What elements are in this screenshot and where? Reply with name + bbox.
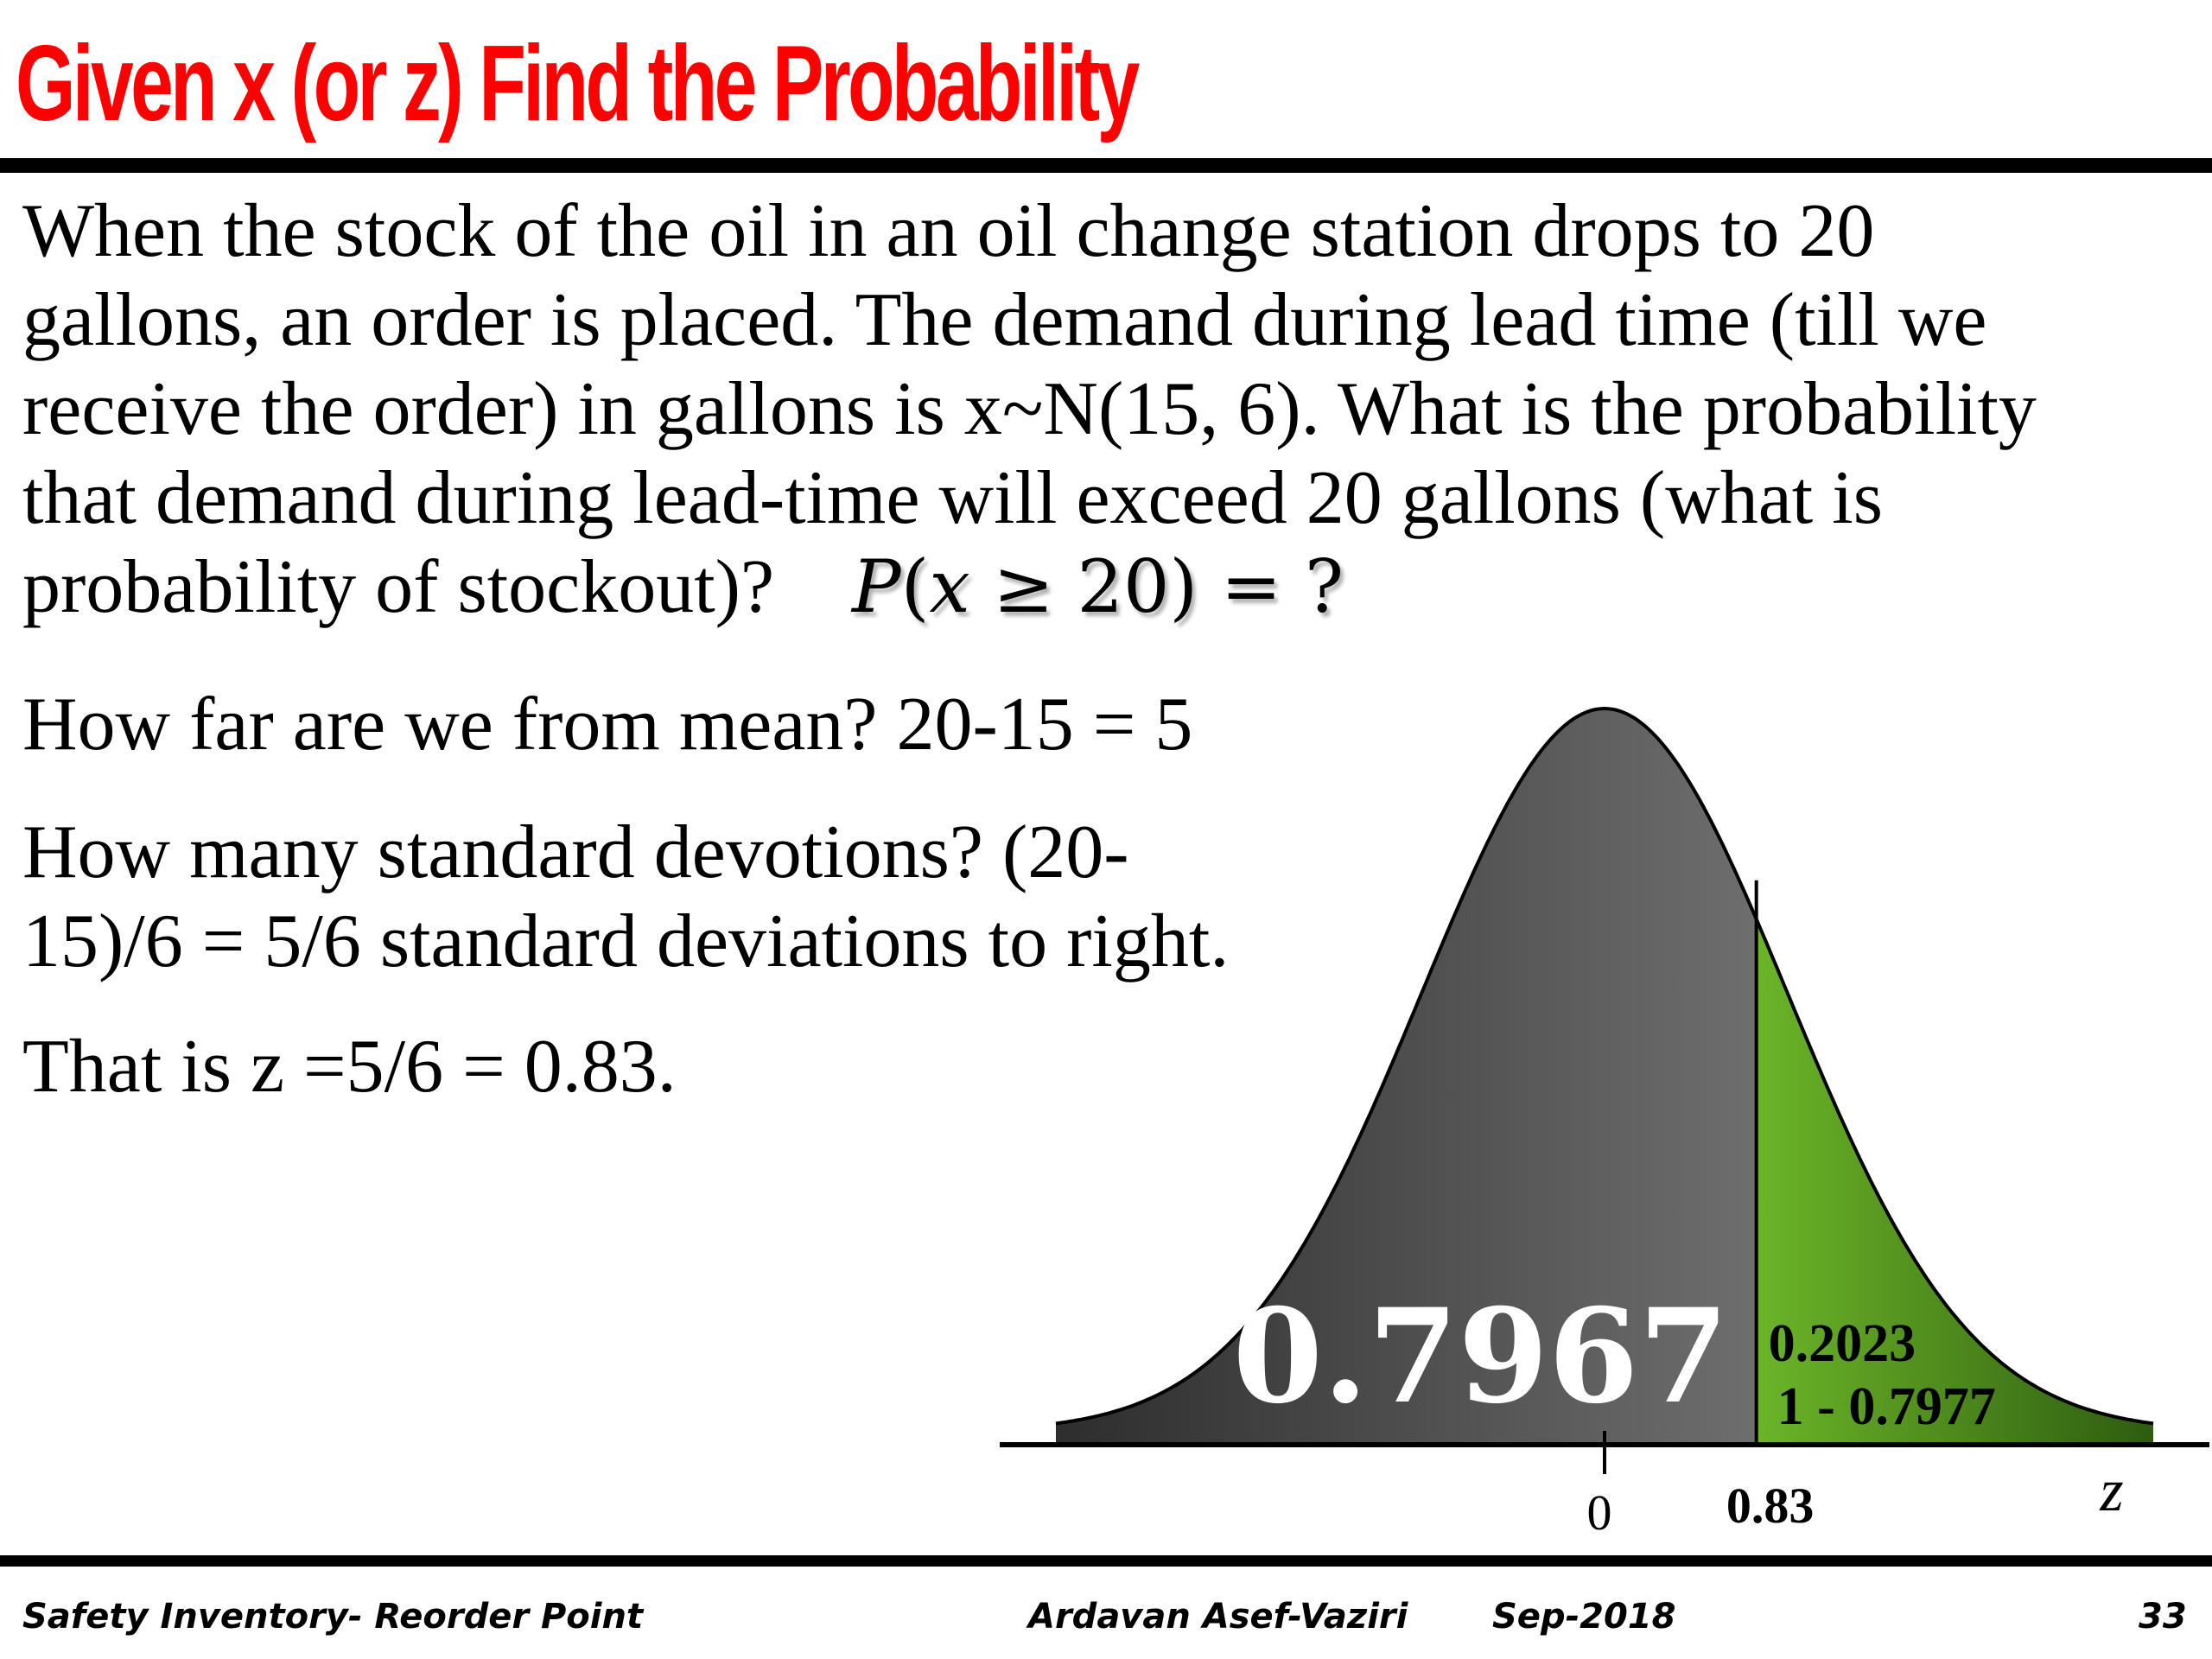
math-p: P	[852, 544, 901, 629]
step-z-value: That is z =5/6 = 0.83.	[22, 1025, 677, 1109]
bell-curve-outline	[1055, 706, 2154, 1426]
area-below-cutoff	[1056, 709, 1757, 1445]
footer-topic: Safety Inventory- Reorder Point	[22, 1597, 644, 1637]
slide-title: Given x (or z) Find the Probability	[16, 24, 1140, 143]
tick-label-cutoff: 0.83	[1726, 1478, 1815, 1534]
z-axis-label: z	[2099, 1458, 2123, 1524]
step-distance: How far are we from mean? 20-15 = 5	[22, 683, 1193, 766]
problem-line: gallons, an order is placed. The demand …	[22, 278, 1987, 362]
footer-divider	[0, 1555, 2212, 1567]
footer-date: Sep-2018	[1492, 1597, 1676, 1637]
problem-line: that demand during lead-time will exceed…	[22, 456, 1883, 540]
area-label-below: 0.7967	[1233, 1281, 1729, 1433]
footer-page-number: 33	[2139, 1597, 2187, 1637]
math-rest: ≥ 20) = ?	[969, 544, 1344, 629]
step-sd-line: How many standard devotions? (20-	[22, 810, 1129, 894]
tick-label-mean: 0	[1587, 1484, 1612, 1541]
problem-line: receive the order) in gallons is x~N(15,…	[22, 367, 2037, 451]
step-sd-line: 15)/6 = 5/6 standard deviations to right…	[22, 899, 1230, 983]
problem-question: probability of stockout)?	[22, 545, 775, 629]
problem-line: When the stock of the oil in an oil chan…	[22, 189, 1875, 273]
title-divider	[0, 158, 2212, 173]
math-open: (	[900, 544, 930, 629]
step-standard-deviations: How many standard devotions? (20- 15)/6 …	[22, 808, 1229, 986]
problem-statement: When the stock of the oil in an oil chan…	[22, 187, 2037, 632]
footer-author: Ardavan Asef-Vaziri	[1028, 1597, 1408, 1637]
problem-line-last: probability of stockout)? P(x ≥ 20) = ?	[22, 543, 2037, 632]
area-above-cutoff	[1756, 918, 2153, 1445]
probability-expression: P(x ≥ 20) = ?	[852, 544, 1344, 629]
area-label-above: 0.2023	[1769, 1314, 1916, 1373]
math-x: x	[929, 544, 970, 629]
area-label-complement: 1 - 0.7977	[1777, 1377, 1996, 1436]
